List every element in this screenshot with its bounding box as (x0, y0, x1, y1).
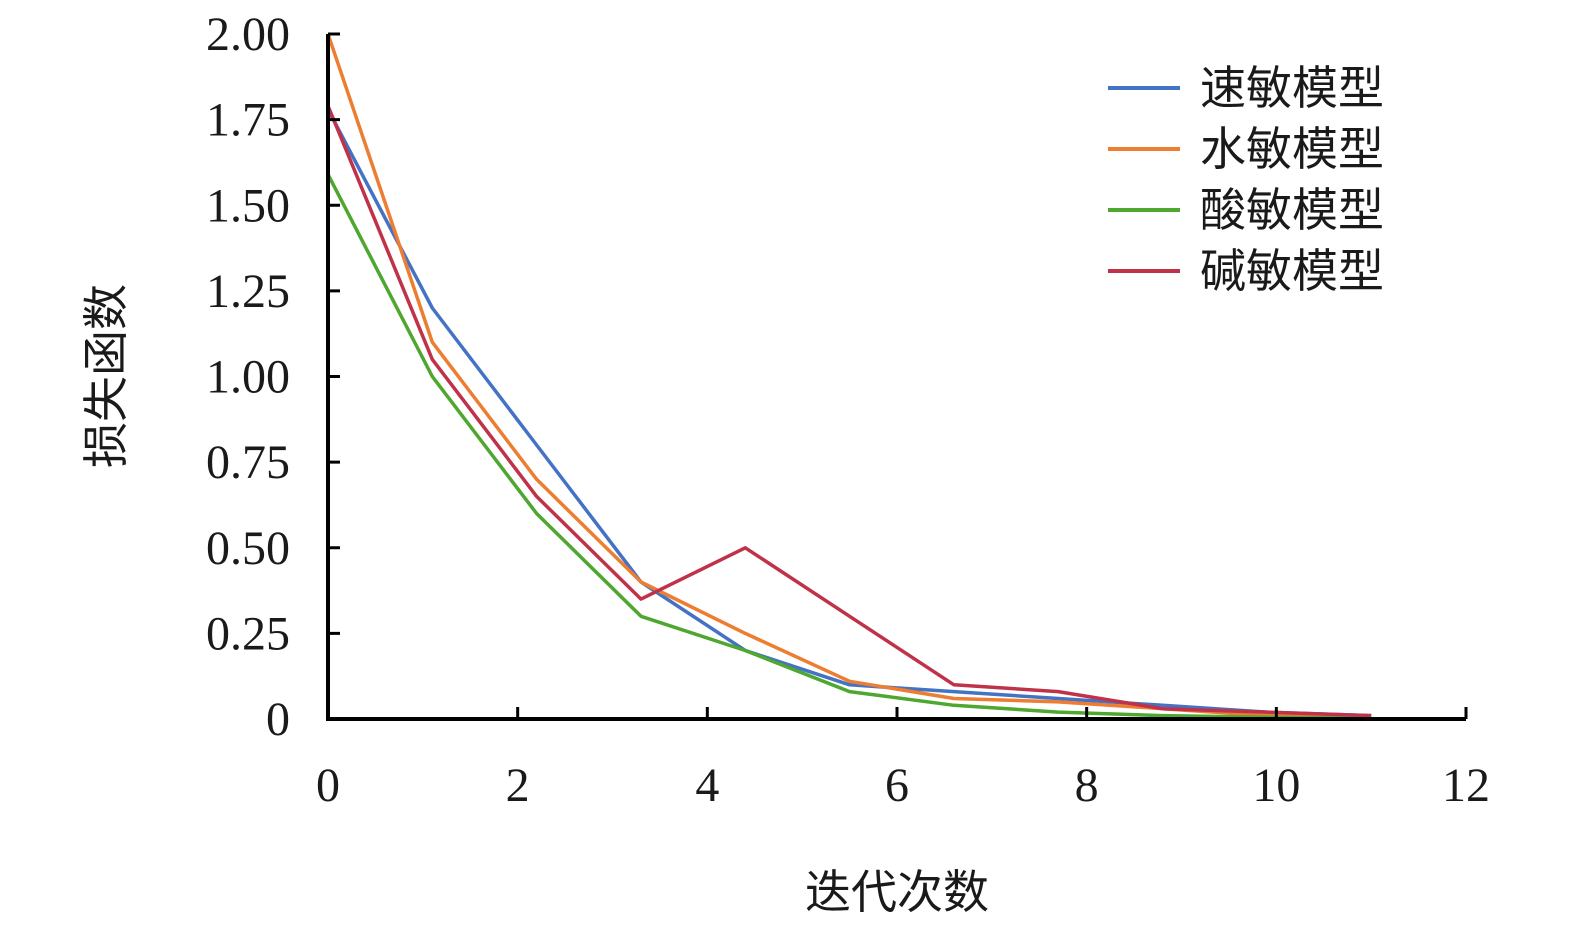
y-axis-title: 损失函数 (79, 284, 133, 468)
y-tick-label: 0 (266, 693, 290, 746)
series-layer (326, 33, 1372, 721)
series-line-4 (326, 105, 1372, 718)
series-line-3 (326, 173, 1372, 721)
legend-label: 水敏模型 (1200, 122, 1384, 176)
x-tick-label: 0 (316, 759, 340, 812)
y-tick-label: 0.50 (206, 522, 290, 575)
y-tick-label: 0.75 (206, 436, 290, 489)
x-tick-label: 6 (885, 759, 909, 812)
axes-layer: 0 0.25 0.50 0.75 1.00 1.25 1.50 1.75 2.00 0 2 4 6 8 10… (206, 8, 1490, 812)
y-tick-label: 0.25 (206, 607, 290, 660)
legend-label: 酸敏模型 (1200, 183, 1384, 237)
legend-label: 速敏模型 (1200, 61, 1384, 115)
y-tick-label: 2.00 (206, 8, 290, 61)
y-tick-label: 1.75 (206, 94, 290, 147)
y-tick-label: 1.50 (206, 179, 290, 232)
legend-label: 碱敏模型 (1200, 244, 1384, 298)
y-tick-label: 1.25 (206, 265, 290, 318)
y-tick-label: 1.00 (206, 351, 290, 404)
x-tick-label: 4 (695, 759, 719, 812)
x-tick-label: 2 (506, 759, 530, 812)
x-tick-label: 12 (1442, 759, 1490, 812)
series-line-1 (326, 108, 1372, 718)
x-tick-label: 8 (1075, 759, 1099, 812)
y-axis-title-text: 损失函数 (79, 284, 133, 468)
x-axis-title: 迭代次数 (805, 865, 989, 919)
x-tick-label: 10 (1252, 759, 1300, 812)
